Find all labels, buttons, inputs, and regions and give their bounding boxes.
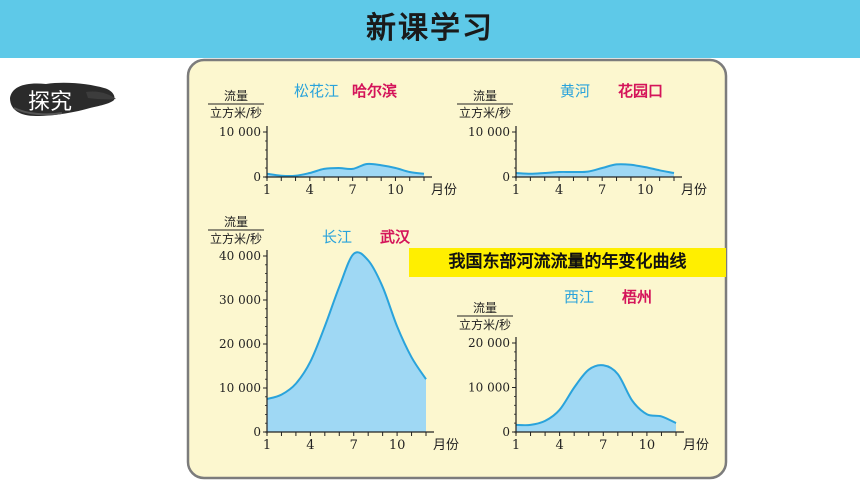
x-tick-label: 4 <box>306 183 314 198</box>
flow-area-3 <box>516 365 676 432</box>
station-name: 哈尔滨 <box>352 82 397 100</box>
x-tick-label: 4 <box>555 183 563 198</box>
y-tick-label: 0 <box>253 170 261 184</box>
y-tick-label: 0 <box>502 425 510 439</box>
y-tick-label: 10 000 <box>219 125 261 139</box>
y-tick-label: 0 <box>502 170 510 184</box>
x-tick-label: 1 <box>263 183 271 198</box>
y-tick-label: 10 000 <box>468 381 510 395</box>
flow-curve-1 <box>515 163 675 175</box>
x-tick-label: 4 <box>555 438 563 453</box>
y-tick-label: 0 <box>253 425 261 439</box>
flow-curve-2 <box>266 251 427 400</box>
x-unit-label: 月份 <box>431 183 457 198</box>
flow-area-0 <box>267 163 424 177</box>
y-tick-label: 30 000 <box>219 293 261 307</box>
y-tick-label: 10 000 <box>219 381 261 395</box>
y-label-top: 流量 <box>224 89 248 103</box>
y-label-bottom: 立方米/秒 <box>210 231 262 246</box>
y-label-bottom: 立方米/秒 <box>459 105 511 120</box>
y-label-top: 流量 <box>473 301 497 315</box>
chart-caption: 我国东部河流流量的年变化曲线 <box>409 248 726 277</box>
x-tick-label: 10 <box>637 183 654 198</box>
x-tick-label: 10 <box>639 438 656 453</box>
y-tick-label: 40 000 <box>219 249 261 263</box>
y-tick-label: 20 000 <box>219 337 261 351</box>
y-label-top: 流量 <box>224 215 248 229</box>
x-tick-label: 4 <box>306 438 314 453</box>
x-tick-label: 1 <box>263 438 271 453</box>
brush-badge-icon <box>10 82 116 116</box>
y-tick-label: 20 000 <box>468 336 510 350</box>
x-tick-label: 1 <box>512 438 520 453</box>
x-tick-label: 7 <box>599 438 607 453</box>
header-bar: 新课学习 <box>0 0 860 58</box>
station-name: 梧州 <box>622 288 652 306</box>
flow-curve-0 <box>266 162 425 177</box>
river-name: 西江 <box>564 288 594 306</box>
river-name: 黄河 <box>560 82 590 100</box>
x-tick-label: 10 <box>389 438 406 453</box>
x-unit-label: 月份 <box>681 183 707 198</box>
river-name: 松花江 <box>294 82 339 100</box>
x-tick-label: 1 <box>512 183 520 198</box>
badge-label: 探究 <box>28 90 73 115</box>
y-tick-label: 10 000 <box>468 125 510 139</box>
x-unit-label: 月份 <box>433 438 459 453</box>
y-label-top: 流量 <box>473 89 497 103</box>
y-label-bottom: 立方米/秒 <box>210 105 262 120</box>
station-name: 花园口 <box>618 82 663 100</box>
page-title: 新课学习 <box>366 11 494 46</box>
x-tick-label: 7 <box>598 183 606 198</box>
flow-curve-3 <box>515 364 677 427</box>
x-tick-label: 10 <box>387 183 404 198</box>
x-tick-label: 7 <box>350 438 358 453</box>
y-label-bottom: 立方米/秒 <box>459 317 511 332</box>
river-name: 长江 <box>322 228 352 246</box>
x-unit-label: 月份 <box>683 438 709 453</box>
station-name: 武汉 <box>380 228 411 246</box>
x-tick-label: 7 <box>348 183 356 198</box>
